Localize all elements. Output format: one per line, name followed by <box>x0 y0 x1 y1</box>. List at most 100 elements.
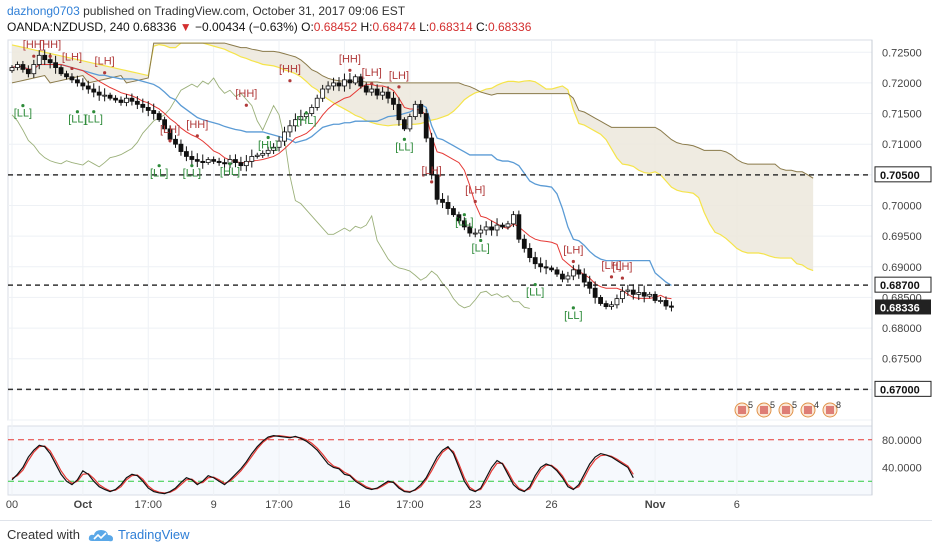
candle <box>15 61 20 71</box>
candle <box>58 65 64 76</box>
candle-body <box>620 290 625 300</box>
candle <box>440 193 445 209</box>
candle-body <box>489 226 495 231</box>
candle-body <box>652 293 658 301</box>
candle <box>9 65 15 73</box>
candle <box>42 49 48 65</box>
candle <box>592 281 598 304</box>
candle <box>576 264 582 279</box>
candle <box>75 75 80 87</box>
candle <box>560 270 565 283</box>
swing-high-label: [HH] <box>279 64 301 76</box>
event-badge-count: 5 <box>748 400 753 410</box>
chart-canvas[interactable]: [HH][HH][LH] [LH][LH] [HH][HH][HH][HH][LH]… <box>0 0 932 520</box>
time-tick-label: Nov <box>645 499 667 511</box>
candle-body <box>265 149 271 154</box>
candle <box>31 59 37 78</box>
candle-body <box>320 88 326 99</box>
candle <box>271 143 277 155</box>
swing-high-marker <box>571 259 575 264</box>
candle-body <box>358 76 364 87</box>
candle <box>260 150 266 158</box>
candle-body <box>20 64 26 70</box>
candle-body <box>510 214 516 225</box>
candle-body <box>363 85 369 93</box>
candle <box>178 139 184 156</box>
candle <box>249 149 255 168</box>
time-tick-label: 17:00 <box>265 499 293 511</box>
candle-body <box>440 198 445 203</box>
candle-body <box>418 103 424 114</box>
candle <box>287 120 293 138</box>
candle-body <box>102 94 108 97</box>
event-badge-count: 5 <box>792 400 797 410</box>
event-badge[interactable]: 8 <box>822 400 841 418</box>
candle-body <box>298 116 304 121</box>
candle <box>516 210 522 243</box>
lagging-span <box>11 77 530 309</box>
published-text: published on TradingView.com, October 31… <box>83 4 406 18</box>
candle <box>494 218 500 237</box>
candle-body <box>75 79 80 84</box>
candle <box>543 259 549 275</box>
event-badge-count: 8 <box>836 400 841 410</box>
price-tick-label: 0.72500 <box>882 47 922 59</box>
candle <box>183 146 189 162</box>
event-badge[interactable]: 4 <box>800 400 819 418</box>
swing-high-marker <box>195 134 199 138</box>
event-badge-count: 4 <box>814 400 819 410</box>
event-badge[interactable]: 5 <box>778 400 797 418</box>
candle-body <box>331 82 336 87</box>
candle-body <box>500 224 505 228</box>
candle-body <box>85 85 91 90</box>
candle <box>282 126 287 146</box>
swing-low-label: [LL] <box>526 287 544 299</box>
candle-body <box>200 160 206 163</box>
time-tick-label: 17:00 <box>396 499 424 511</box>
event-badge[interactable]: 5 <box>734 400 753 418</box>
swing-high-marker <box>348 68 352 72</box>
stoch-d-line <box>11 435 634 494</box>
candle <box>581 268 587 288</box>
candle <box>461 217 467 231</box>
event-badge[interactable]: 5 <box>756 400 775 418</box>
author-link[interactable]: dazhong0703 <box>7 4 80 18</box>
candle-body <box>178 143 184 152</box>
candle-body <box>396 103 402 121</box>
swing-low-label: [LL] <box>85 114 103 126</box>
candle <box>445 195 451 215</box>
candle <box>347 72 353 90</box>
candle-body <box>36 54 42 65</box>
swing-high-marker <box>473 199 477 204</box>
candle-body <box>549 267 554 271</box>
candle <box>385 86 391 104</box>
footer: Created with TradingView <box>0 520 932 551</box>
swing-low-marker <box>92 110 96 114</box>
candle <box>620 286 625 303</box>
swing-low-marker <box>21 104 25 108</box>
candle-body <box>434 174 440 200</box>
stoch-tick-label: 80.0000 <box>882 435 922 447</box>
candle <box>369 84 375 96</box>
down-arrow-icon: ▼ <box>179 20 192 34</box>
candle <box>85 80 91 94</box>
candle <box>669 301 674 312</box>
candle <box>238 156 244 171</box>
swing-high-label: [HH] <box>339 53 361 65</box>
publish-line: dazhong0703 published on TradingView.com… <box>7 4 405 18</box>
swing-high-marker <box>70 66 74 71</box>
candle-body <box>282 131 287 142</box>
tradingview-cloud-icon[interactable] <box>88 528 114 544</box>
candle <box>298 109 304 126</box>
swing-low-label: [LL] <box>68 114 86 126</box>
candle-body <box>472 232 478 235</box>
price-tick-label: 0.70000 <box>882 200 922 212</box>
candle-body <box>325 85 331 90</box>
candle-body <box>140 103 146 108</box>
price-axis: 0.72500 0.72000 0.71500 0.71000 0.70500 0.700… <box>871 40 932 495</box>
candle <box>641 285 647 303</box>
candle <box>309 104 315 117</box>
swing-high-label: [LH] <box>62 51 82 63</box>
tradingview-link[interactable]: TradingView <box>118 527 190 542</box>
candle <box>483 221 489 236</box>
